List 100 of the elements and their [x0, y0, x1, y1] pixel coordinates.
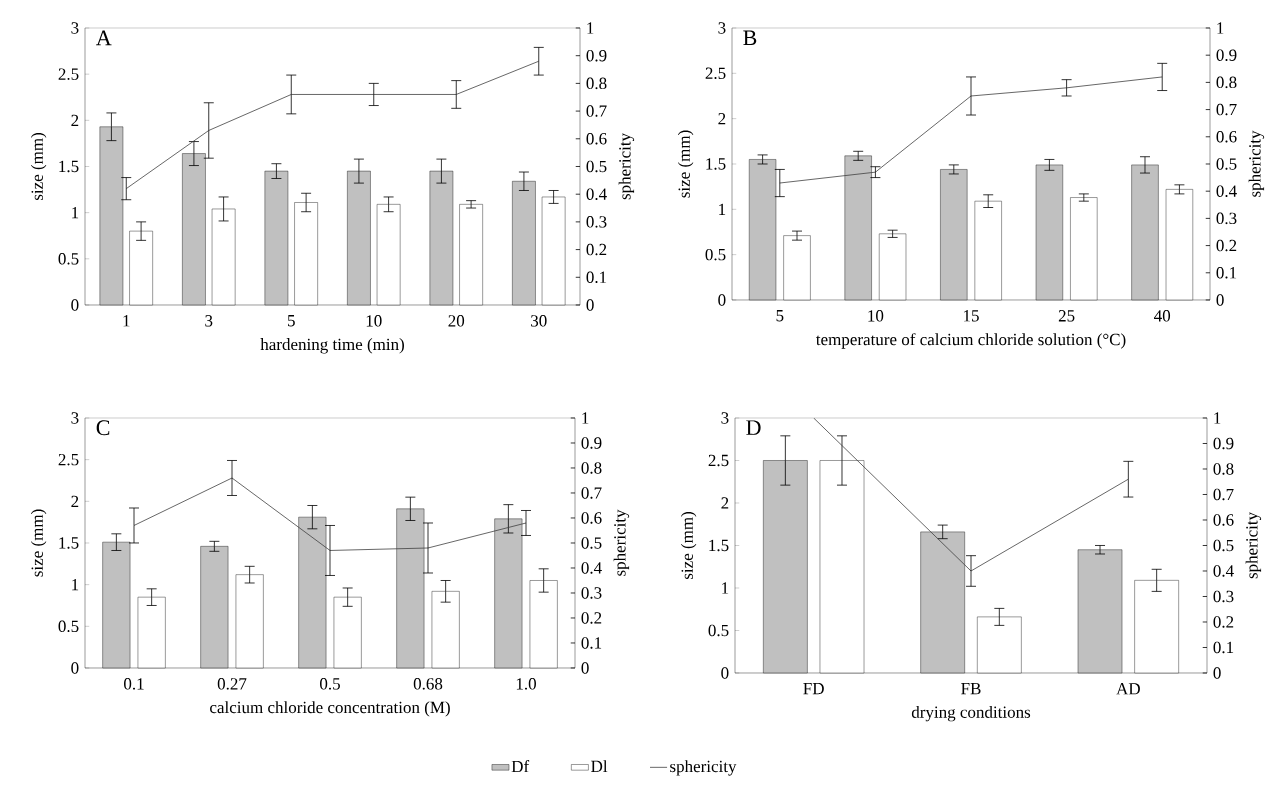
x-axis-title: calcium chloride concentration (M): [210, 701, 450, 717]
y-tick-label: 1: [719, 203, 726, 215]
chart-title: C: [96, 420, 110, 436]
y2-tick-label: 0.1: [1213, 641, 1234, 654]
y2-tick-label: 0.5: [1213, 539, 1234, 552]
y2-tick-label: 0.3: [1213, 590, 1234, 603]
y2-tick-label: 1: [587, 22, 594, 34]
y-tick-label: 2: [71, 114, 79, 126]
x-tick-label: 15: [964, 310, 979, 322]
y2-tick-label: 0.7: [1216, 103, 1237, 116]
y2-tick-label: 0.9: [581, 437, 602, 449]
y-tick-label: 1: [72, 207, 79, 219]
x-tick-label: 1: [123, 315, 130, 327]
y-tick-label: 1: [722, 582, 729, 594]
y2-tick-label: 0.8: [1213, 463, 1234, 475]
y2-tick-label: 0.6: [581, 512, 602, 524]
x-tick-label: 0.1: [124, 678, 144, 690]
y-tick-label: 2.5: [58, 453, 79, 466]
y2-tick-label: 0: [1216, 294, 1224, 306]
y2-tick-label: 0.6: [1216, 131, 1237, 143]
y-tick-label: 0: [718, 294, 726, 306]
y2-tick-label: 0: [1213, 667, 1221, 679]
y2-tick-label: 0.1: [586, 271, 607, 284]
y-tick-label: 2: [71, 495, 79, 507]
y2-tick-label: 0.8: [581, 462, 602, 474]
y-axis-title: size (mm): [680, 512, 697, 580]
y-tick-label: 3: [71, 412, 79, 424]
y-tick-label: 0.5: [58, 620, 79, 633]
y2-axis-title: sphericity: [1245, 512, 1262, 579]
y2-tick-label: 0.6: [1213, 514, 1234, 526]
y2-axis-title: sphericity: [618, 133, 635, 200]
x-tick-label: 30: [531, 315, 547, 327]
y-tick-label: 0.5: [708, 624, 729, 637]
y2-tick-label: 0.4: [581, 562, 602, 574]
line-series: [133, 477, 527, 551]
y2-tick-label: 0: [586, 299, 594, 311]
y2-tick-label: 0.7: [1213, 488, 1234, 501]
y2-tick-label: 0.4: [1216, 185, 1237, 197]
y-tick-label: 1.5: [709, 539, 729, 552]
y2-tick-label: 0.6: [586, 133, 607, 145]
y2-tick-label: 0: [581, 662, 589, 674]
x-tick-label: 40: [1154, 310, 1171, 322]
line-series: [779, 76, 1163, 184]
y2-tick-label: 0.9: [586, 49, 607, 62]
y-tick-label: 2.5: [58, 68, 79, 80]
y-tick-label: 0.5: [58, 253, 79, 265]
x-tick-label: FD: [803, 683, 824, 695]
x-tick-label: AD: [1116, 683, 1140, 695]
y2-tick-label: 0.7: [586, 105, 607, 117]
y2-tick-label: 0.3: [586, 216, 607, 228]
y2-tick-label: 0.4: [1213, 565, 1234, 577]
y-tick-label: 0: [71, 299, 79, 311]
y2-tick-label: 0.8: [1216, 76, 1237, 89]
y-tick-label: 0: [721, 667, 729, 679]
x-tick-label: 10: [366, 315, 382, 327]
y-axis-title: size (mm): [30, 509, 47, 577]
x-tick-label: 3: [205, 315, 213, 327]
y2-tick-label: 0.5: [586, 160, 607, 173]
y-tick-label: 2.5: [708, 454, 729, 467]
y-tick-label: 2: [718, 113, 726, 125]
x-tick-label: FB: [961, 683, 981, 695]
y2-tick-label: 0.1: [581, 637, 602, 649]
legend-label: Df: [511, 760, 530, 773]
x-tick-label: 0.27: [217, 678, 247, 690]
x-axis-title: drying conditions: [911, 705, 1031, 722]
y-tick-label: 2: [721, 497, 729, 509]
y-tick-label: 3: [721, 412, 729, 424]
y-tick-label: 1.5: [59, 537, 79, 549]
y-tick-label: 1: [72, 579, 79, 591]
y-axis-title: size (mm): [677, 130, 694, 198]
x-tick-label: 25: [1058, 310, 1075, 322]
y2-tick-label: 0.3: [581, 587, 602, 599]
y2-tick-label: 0.1: [1216, 267, 1237, 279]
y2-tick-label: 0.4: [586, 188, 607, 200]
y2-tick-label: 0.8: [586, 77, 607, 90]
y-tick-label: 1.5: [59, 160, 79, 173]
y2-tick-label: 0.5: [1216, 158, 1237, 170]
y-axis-title: size (mm): [30, 133, 47, 201]
x-tick-label: 20: [448, 315, 465, 327]
y2-tick-label: 0.5: [581, 537, 602, 549]
chart-title: D: [746, 420, 761, 435]
x-tick-label: 5: [776, 310, 784, 322]
chart-title: B: [743, 30, 757, 46]
legend-label: Dl: [591, 760, 608, 772]
y2-tick-label: 0.2: [1216, 239, 1237, 252]
chart-title: A: [96, 30, 112, 46]
x-tick-label: 10: [868, 310, 884, 322]
y-tick-label: 0.5: [705, 248, 726, 261]
y2-tick-label: 0.3: [1216, 212, 1237, 225]
x-axis-title: temperature of calcium chloride solution (°C): [816, 333, 1126, 349]
y2-tick-label: 0.2: [581, 612, 602, 624]
y2-tick-label: 1: [1217, 22, 1224, 34]
x-tick-label: 0.5: [320, 678, 340, 690]
x-tick-label: 5: [288, 315, 295, 327]
y2-tick-label: 0.7: [581, 487, 602, 499]
y-tick-label: 0: [71, 662, 79, 674]
y-tick-label: 3: [718, 22, 726, 34]
y2-axis-title: sphericity: [613, 509, 630, 576]
y-tick-label: 3: [71, 22, 79, 34]
y-tick-label: 1.5: [706, 158, 726, 170]
